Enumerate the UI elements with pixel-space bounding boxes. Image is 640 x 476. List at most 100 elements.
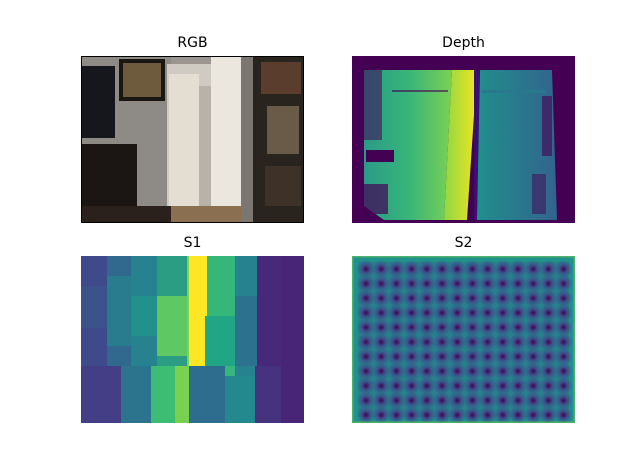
s2-spot (463, 289, 482, 308)
s2-spot (478, 274, 497, 293)
s2-spot (372, 289, 391, 308)
s2-spot (433, 362, 451, 381)
s2-spot (417, 362, 436, 381)
s2-spot (372, 406, 391, 423)
s2-spot (554, 376, 573, 395)
s2-spot (357, 391, 375, 410)
s2-spot (524, 318, 543, 337)
s2-spot (372, 362, 391, 381)
s2-spot (524, 376, 543, 395)
s2-spot (554, 260, 573, 278)
s2-spot (448, 260, 467, 278)
s2-spot (417, 260, 436, 278)
s2-spot (524, 274, 543, 293)
s2-spot (357, 318, 375, 337)
s2-spot (433, 333, 451, 351)
s2-spot (372, 274, 391, 293)
s2-spot (554, 347, 573, 366)
s2-spot (417, 391, 436, 410)
s2-spot (463, 391, 482, 410)
s2-spot (387, 318, 406, 337)
s2-spot (539, 347, 558, 366)
s2-spot (387, 362, 406, 381)
s2-spot (372, 391, 391, 410)
s2-spot (539, 391, 558, 410)
s2-spot (554, 303, 573, 322)
s2-spot (387, 406, 406, 423)
s2-spot (372, 347, 391, 366)
panel-title-depth: Depth (442, 35, 485, 51)
s2-spot (417, 303, 436, 322)
s2-spot (417, 274, 436, 293)
s2-image (352, 256, 575, 423)
s2-spot (509, 260, 527, 278)
s2-spot (387, 303, 406, 322)
depth-image-panel (352, 56, 575, 223)
s2-spot (448, 303, 467, 322)
s2-spot (448, 406, 467, 423)
s2-spot (448, 391, 467, 410)
s2-spot (493, 362, 512, 381)
s2-spot (493, 406, 512, 423)
s2-spot (402, 274, 421, 293)
s2-spot (554, 318, 573, 337)
s2-spot (539, 303, 558, 322)
s2-spot (524, 333, 543, 351)
s2-spot (372, 333, 391, 351)
s2-spot (478, 289, 497, 308)
s2-spot (433, 274, 451, 293)
s1-image (81, 256, 304, 423)
panel-title-rgb: RGB (177, 35, 208, 51)
s2-spot (509, 274, 527, 293)
s2-spot (478, 362, 497, 381)
s2-spot (539, 289, 558, 308)
s2-spot (493, 347, 512, 366)
s2-spot (463, 303, 482, 322)
s2-spot (463, 347, 482, 366)
s2-spot (509, 391, 527, 410)
s2-spot (463, 318, 482, 337)
s2-spot (463, 376, 482, 395)
s2-spot (357, 406, 375, 423)
s2-spot (554, 362, 573, 381)
s2-spot (402, 376, 421, 395)
s2-spot (402, 289, 421, 308)
s2-spot (357, 289, 375, 308)
s2-spot (357, 347, 375, 366)
s2-spot (493, 376, 512, 395)
s2-spot (357, 333, 375, 351)
s2-spot (478, 260, 497, 278)
s2-spot (357, 303, 375, 322)
s2-spot (402, 333, 421, 351)
s2-spot (478, 406, 497, 423)
s2-spot (417, 406, 436, 423)
s2-spot (478, 333, 497, 351)
s2-spot (509, 303, 527, 322)
s2-spot (493, 303, 512, 322)
depth-image (352, 56, 575, 223)
s2-spot (524, 362, 543, 381)
s2-spot (524, 406, 543, 423)
s2-spot (433, 289, 451, 308)
door (169, 74, 199, 220)
s2-spot (539, 318, 558, 337)
s2-spot (417, 318, 436, 337)
s2-spot (463, 260, 482, 278)
s2-spot (433, 260, 451, 278)
s2-spot (463, 274, 482, 293)
s2-spot (402, 406, 421, 423)
s2-spot (448, 289, 467, 308)
s2-spot (402, 303, 421, 322)
s2-spot (448, 347, 467, 366)
s2-spot (493, 274, 512, 293)
s2-spot (509, 362, 527, 381)
panel-title-s1: S1 (183, 235, 202, 251)
s2-spot (357, 274, 375, 293)
s2-spot (387, 376, 406, 395)
s2-spot (433, 406, 451, 423)
s2-spot (509, 289, 527, 308)
s2-spot (509, 406, 527, 423)
s2-spot (463, 362, 482, 381)
s2-spot (524, 260, 543, 278)
s2-spot (417, 333, 436, 351)
